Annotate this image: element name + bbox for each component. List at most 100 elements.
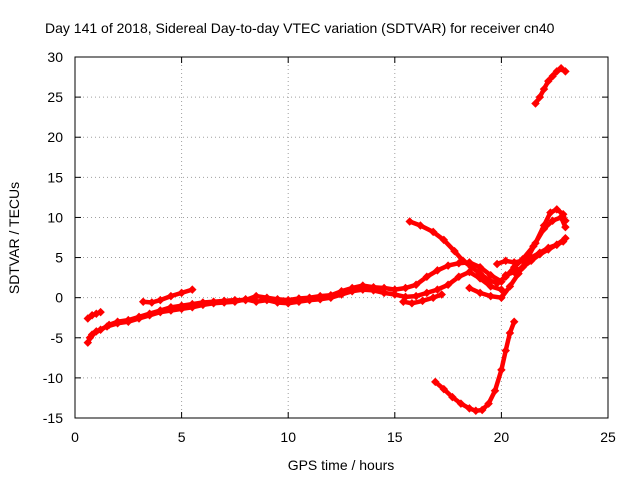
x-axis-label: GPS time / hours xyxy=(288,457,395,473)
data-point xyxy=(305,295,314,305)
data-point xyxy=(526,256,536,266)
series-track-i xyxy=(501,234,570,280)
gridlines xyxy=(75,57,608,418)
data-point xyxy=(492,259,502,269)
data-point xyxy=(145,311,154,320)
data-point xyxy=(273,298,282,307)
data-point xyxy=(198,300,208,310)
data-point xyxy=(509,267,519,277)
data-point xyxy=(188,285,197,294)
data-point xyxy=(177,304,186,314)
data-point xyxy=(156,307,165,317)
data-point xyxy=(505,282,515,291)
data-point xyxy=(283,299,293,308)
data-point xyxy=(501,270,510,280)
data-point xyxy=(486,291,495,301)
data-point xyxy=(156,295,165,305)
data-point xyxy=(475,269,485,278)
data-point xyxy=(85,333,95,343)
data-point xyxy=(509,258,519,267)
data-point xyxy=(407,299,417,308)
axis-tick-labels: 0 5 10 15 20 25 -15 -10 -5 0 5 10 15 20 25 30 xyxy=(43,49,616,445)
data-point xyxy=(166,291,176,301)
series-line xyxy=(87,269,504,341)
data-point xyxy=(241,295,250,304)
data-point xyxy=(92,327,101,336)
data-point xyxy=(437,290,446,299)
data-point xyxy=(209,299,218,308)
data-point xyxy=(230,297,240,306)
y-axis-label: SDTVAR / TECUs xyxy=(6,182,22,294)
data-point xyxy=(448,392,457,402)
data-point xyxy=(294,297,304,306)
data-point xyxy=(134,314,144,323)
data-point xyxy=(262,295,272,305)
y-tick-label: 20 xyxy=(47,129,63,145)
series-line xyxy=(433,319,517,414)
data-point xyxy=(431,377,440,387)
data-point xyxy=(490,386,500,395)
data-point xyxy=(450,246,459,256)
data-point xyxy=(166,306,176,315)
data-point xyxy=(390,285,400,294)
x-tick-label: 25 xyxy=(600,429,616,445)
x-tick-label: 5 xyxy=(178,429,186,445)
y-tick-label: -10 xyxy=(43,370,63,386)
x-tick-label: 0 xyxy=(71,429,79,445)
y-tick-label: 15 xyxy=(47,169,63,185)
data-point xyxy=(465,283,474,293)
data-point xyxy=(509,317,519,326)
data-point xyxy=(358,285,368,294)
y-tick-label: 25 xyxy=(47,89,63,105)
data-point xyxy=(486,282,495,291)
series-track-j xyxy=(431,317,519,416)
data-point xyxy=(497,365,506,375)
data-point xyxy=(405,217,414,226)
data-point xyxy=(379,288,389,298)
data-point xyxy=(369,286,378,295)
data-point xyxy=(428,227,438,237)
data-point xyxy=(439,384,449,394)
data-point xyxy=(124,317,133,326)
data-point xyxy=(401,283,410,293)
data-point xyxy=(147,298,157,307)
data-point xyxy=(518,262,527,272)
data-point xyxy=(467,262,476,272)
series-track-k xyxy=(531,63,570,108)
data-point xyxy=(219,298,229,307)
axis-ticks xyxy=(74,56,609,419)
data-point xyxy=(337,290,346,299)
data-point xyxy=(501,346,510,355)
data-point xyxy=(411,291,421,301)
series-layer xyxy=(83,63,570,416)
data-point xyxy=(422,288,432,298)
data-point xyxy=(418,296,427,306)
data-point xyxy=(456,399,466,408)
series-track-d xyxy=(138,285,197,307)
data-point xyxy=(428,293,438,302)
data-point xyxy=(416,221,425,230)
data-point xyxy=(188,303,197,312)
data-point xyxy=(458,256,468,266)
series-track-e xyxy=(399,290,446,308)
data-point xyxy=(484,275,493,285)
data-point xyxy=(475,288,485,298)
y-tick-label: -5 xyxy=(51,330,64,346)
data-point xyxy=(505,328,515,338)
series-track-a xyxy=(83,307,105,323)
x-tick-label: 15 xyxy=(387,429,403,445)
plot-frame xyxy=(74,56,609,419)
y-tick-label: 5 xyxy=(55,250,63,266)
data-point xyxy=(433,285,442,294)
data-point xyxy=(497,293,506,302)
data-point xyxy=(443,280,453,290)
data-point xyxy=(443,261,453,270)
data-point xyxy=(484,399,493,408)
chart-title: Day 141 of 2018, Sidereal Day-to-day VTE… xyxy=(45,20,555,36)
data-point xyxy=(477,405,487,415)
y-tick-label: -15 xyxy=(43,410,63,426)
data-point xyxy=(138,297,148,306)
data-point xyxy=(411,280,421,290)
x-tick-label: 10 xyxy=(280,429,296,445)
series-track-c xyxy=(85,267,506,343)
